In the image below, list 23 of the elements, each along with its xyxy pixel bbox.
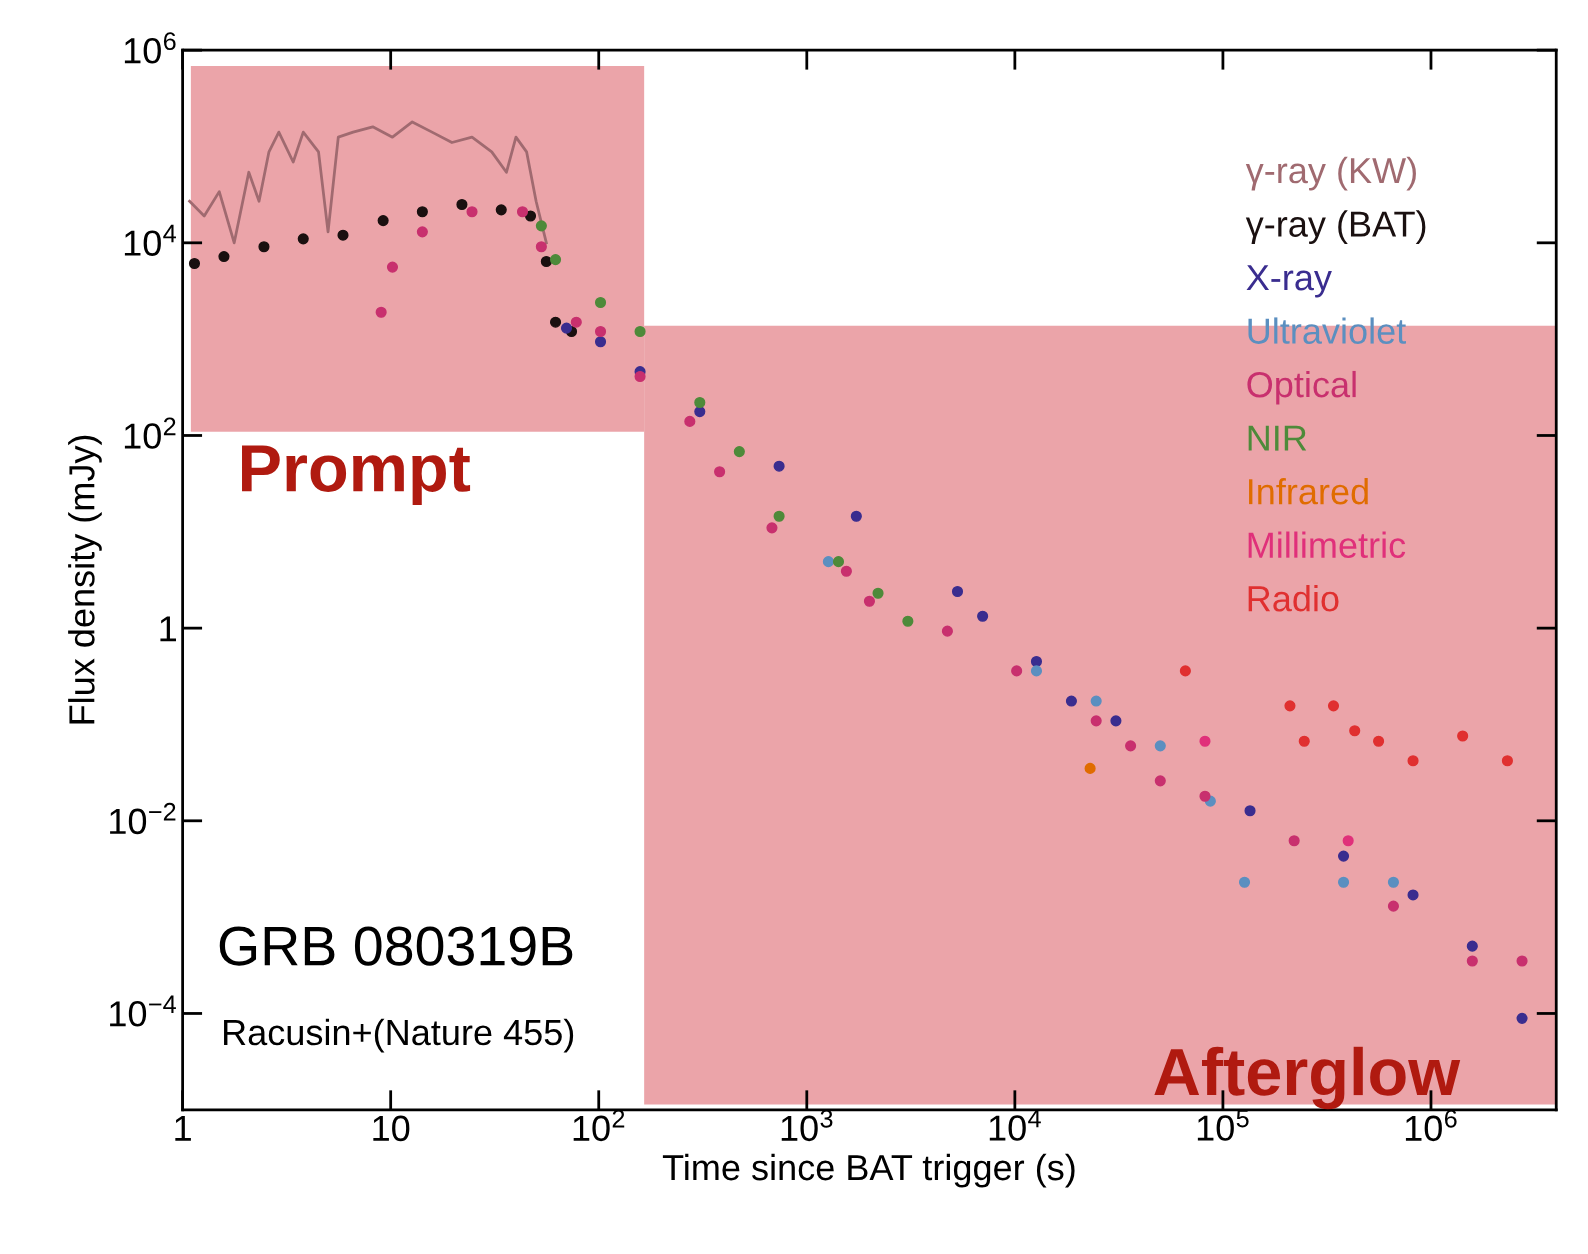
y-tick-label: 10$^{−4}$	[110, 995, 176, 1027]
annotation: Prompt	[242, 445, 471, 506]
text: Millimetric	[1248, 531, 1406, 559]
annotation: GRB 080319B	[219, 926, 573, 966]
text: Optical	[1247, 370, 1356, 405]
annotation: Racusin+(Nature 455)	[224, 1018, 574, 1053]
text: X-ray	[1246, 265, 1332, 298]
x-tick-label: 10	[373, 1115, 410, 1142]
text: Infrared	[1249, 477, 1368, 505]
x-axis-title: Time since BAT trigger (s)	[662, 1153, 1075, 1188]
y-tick-label: 10$^{−2}$	[110, 802, 176, 835]
y-tick-label: 10$^{2}$	[124, 417, 176, 449]
y-axis-title: Flux density (mJy)	[68, 435, 102, 724]
y-tick-label: 1	[160, 616, 176, 642]
text: γ-ray (BAT)	[1245, 210, 1426, 245]
y-tick-label: 10$^{4}$	[124, 224, 176, 256]
text: NIR	[1248, 425, 1307, 451]
y-tick-label: 10$^{6}$	[124, 32, 176, 64]
text: γ-ray (KW)	[1245, 156, 1416, 191]
text: Ultraviolet	[1248, 317, 1406, 344]
x-tick-label: 10$^{4}$	[989, 1109, 1041, 1141]
annotation: Afterglow	[1154, 1046, 1461, 1110]
text: Radio	[1248, 585, 1339, 612]
